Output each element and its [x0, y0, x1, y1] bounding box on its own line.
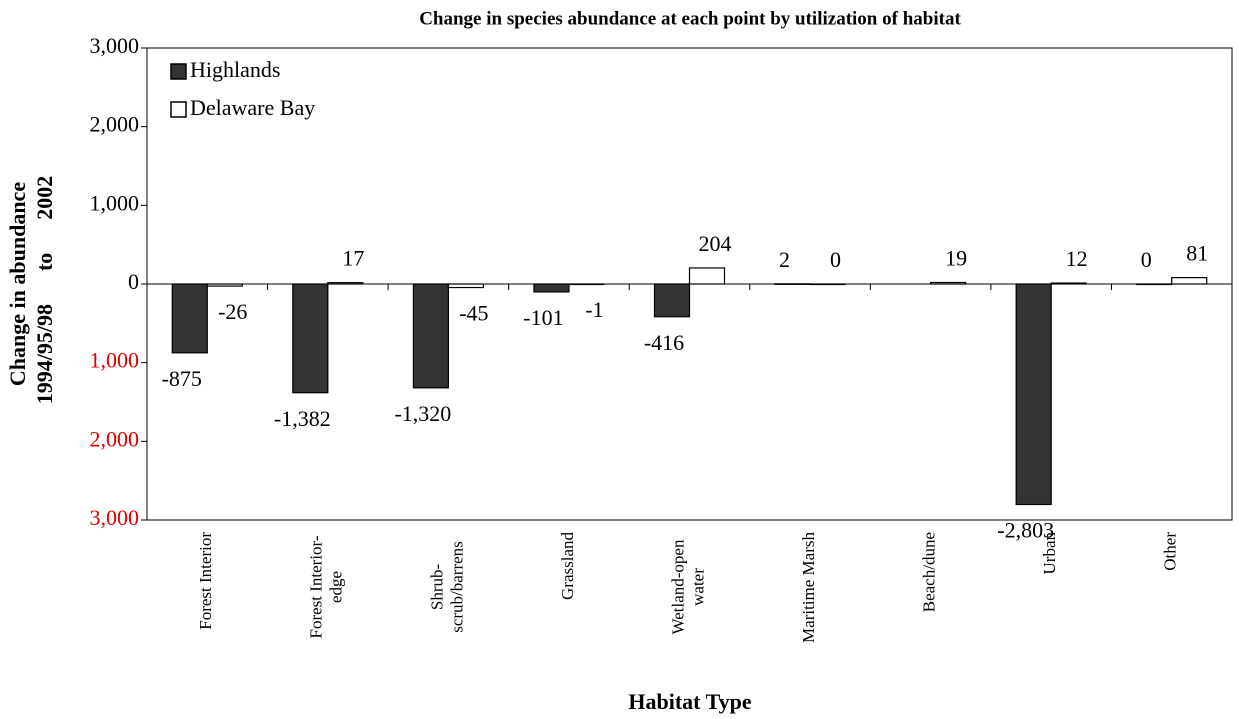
data-label: -1,382: [274, 406, 331, 431]
bar: [412, 283, 449, 389]
data-label: 0: [830, 247, 841, 272]
data-label: -45: [459, 301, 488, 326]
legend-label: Delaware Bay: [190, 95, 315, 120]
data-label: 17: [342, 246, 364, 271]
bar: [1015, 283, 1052, 506]
y-tick-label: 3,000: [90, 505, 140, 530]
x-tick-label: Grassland: [558, 532, 577, 600]
data-label: -1: [585, 297, 603, 322]
data-label: -416: [644, 330, 684, 355]
data-label: -875: [162, 366, 202, 391]
bar: [533, 283, 570, 293]
x-tick-label: Other: [1161, 532, 1180, 571]
bar: [447, 283, 484, 289]
bar: [292, 283, 329, 394]
bar: [1171, 277, 1208, 285]
data-label: 2: [779, 247, 790, 272]
x-tick-label: Wetland-open: [668, 539, 687, 634]
y-tick-label: 2,000: [90, 112, 140, 137]
legend-label: Highlands: [190, 57, 280, 82]
x-tick-label: water: [688, 568, 707, 606]
bar: [206, 283, 243, 287]
bar: [1136, 283, 1173, 286]
x-tick-label: edge: [327, 571, 346, 603]
bar: [688, 267, 726, 285]
bar: [809, 283, 846, 286]
bar: [568, 283, 605, 286]
data-label: 204: [699, 231, 732, 256]
bar: [1050, 282, 1087, 285]
y-tick-label: 2,000: [90, 426, 140, 451]
data-label: -101: [523, 305, 563, 330]
data-label: 19: [945, 246, 967, 271]
data-label: 0: [1141, 247, 1152, 272]
x-tick-label: Urban: [1040, 532, 1059, 575]
x-tick-label: scrub/barrens: [447, 541, 466, 633]
legend-swatch: [170, 63, 187, 80]
data-label: -2,803: [997, 518, 1054, 543]
bar: [930, 281, 967, 285]
data-label: -1,320: [394, 401, 451, 426]
y-tick-label: 0: [128, 269, 139, 294]
data-label: 12: [1066, 246, 1088, 271]
bar: [774, 283, 811, 285]
x-tick-label: Forest Interior-: [307, 535, 326, 638]
y-tick-label: 1,000: [90, 348, 140, 373]
x-tick-label: Shrub-: [427, 564, 446, 611]
x-tick-label: Forest Interior: [196, 532, 215, 630]
x-tick-label: Beach/dune: [920, 532, 939, 612]
x-tick-label: Maritime Marsh: [799, 532, 818, 643]
bar: [327, 282, 364, 285]
y-tick-label: 3,000: [90, 33, 140, 58]
bar: [653, 283, 691, 318]
x-axis-label: Habitat Type: [628, 689, 751, 714]
data-label: 81: [1186, 241, 1208, 266]
y-axis-label: Change in abundance: [5, 182, 30, 386]
chart-title: Change in species abundance at each poin…: [419, 8, 961, 29]
data-label: -26: [218, 299, 247, 324]
y-axis-label: 1994/95/98 to 2002: [32, 176, 57, 405]
legend-swatch: [170, 101, 187, 118]
bar: [171, 283, 208, 354]
y-tick-label: 1,000: [90, 190, 140, 215]
